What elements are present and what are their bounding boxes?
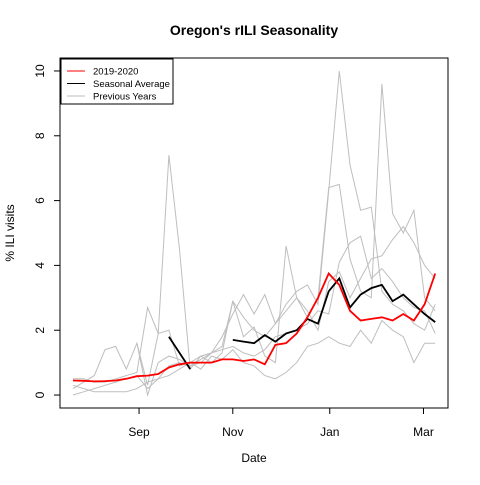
legend-label: 2019-2020 xyxy=(93,67,138,78)
y-tick-label: 4 xyxy=(33,262,47,269)
series-line xyxy=(72,319,436,393)
series-line xyxy=(73,225,436,383)
y-tick-label: 2 xyxy=(33,327,47,334)
x-tick-label: Jan xyxy=(320,425,339,439)
x-tick-label: Sep xyxy=(128,425,150,439)
series-line xyxy=(72,271,437,383)
y-tick-label: 6 xyxy=(33,197,47,204)
y-tick-label: 10 xyxy=(33,64,47,78)
legend-label: Seasonal Average xyxy=(93,79,170,90)
y-tick-label: 8 xyxy=(33,132,47,139)
x-axis-label: Date xyxy=(241,451,267,465)
y-axis-label: % ILI visits xyxy=(3,204,17,261)
legend-label: Previous Years xyxy=(93,92,157,103)
chart-title: Oregon's rILI Seasonality xyxy=(170,22,338,38)
y-tick-label: 0 xyxy=(33,391,47,398)
x-tick-label: Mar xyxy=(413,425,434,439)
plot-frame xyxy=(59,57,449,409)
x-tick-label: Nov xyxy=(222,425,243,439)
